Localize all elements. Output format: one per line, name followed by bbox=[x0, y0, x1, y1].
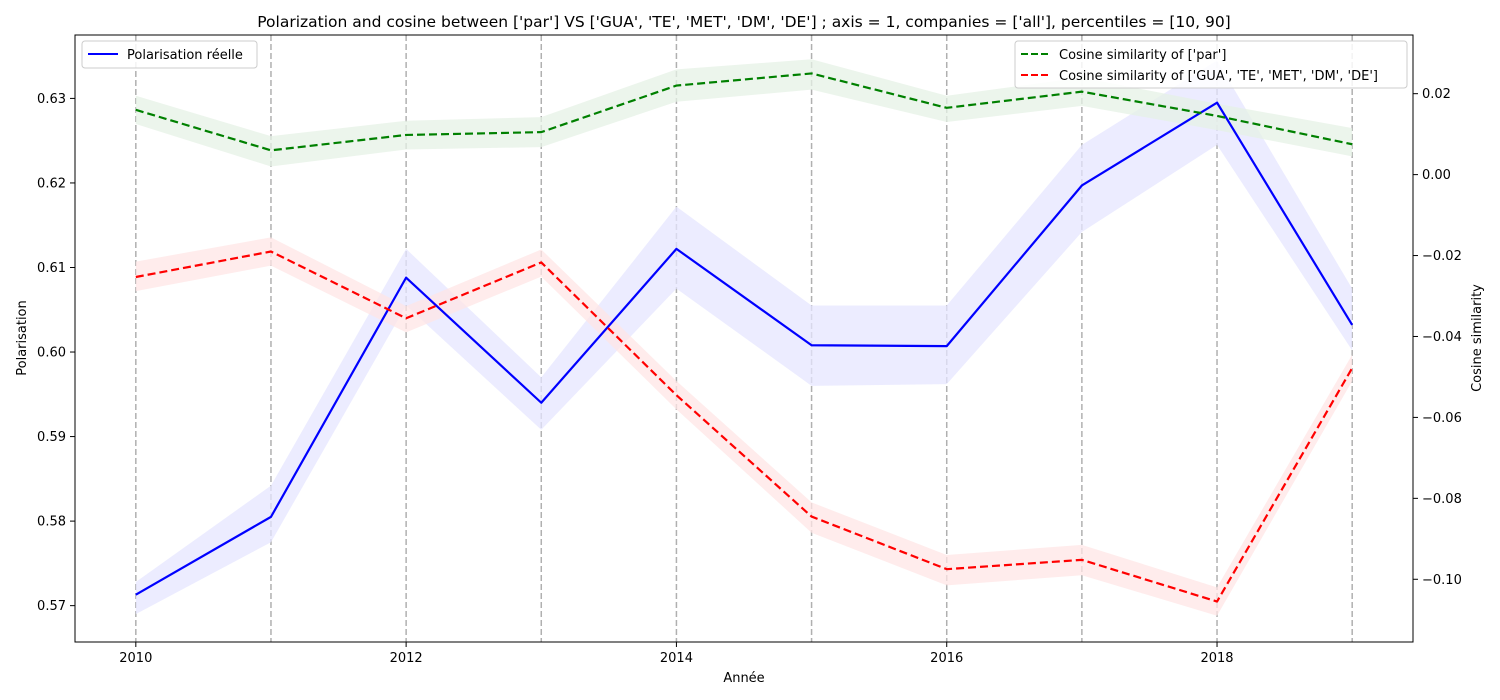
left-y-tick-label-6: 0.63 bbox=[37, 92, 66, 107]
legend-right-box bbox=[1014, 40, 1408, 89]
right-y-tick-label-2: −0.06 bbox=[1422, 411, 1462, 426]
x-tick-label-2010: 2010 bbox=[119, 651, 152, 666]
left-y-tick-label-0: 0.57 bbox=[37, 599, 66, 614]
right-y-tick-label-1: −0.08 bbox=[1422, 492, 1462, 507]
legend-label-polarisation: Polarisation réelle bbox=[127, 48, 243, 63]
legend-left-box bbox=[81, 40, 258, 69]
x-axis-label: Année bbox=[723, 671, 764, 686]
right-y-tick-label-3: −0.04 bbox=[1422, 330, 1462, 345]
left-y-tick-label-1: 0.58 bbox=[37, 515, 66, 530]
series-lines bbox=[135, 72, 1354, 603]
x-tick-label-2014: 2014 bbox=[660, 651, 693, 666]
band-series-0 bbox=[135, 60, 1353, 615]
right-y-tick-label-4: −0.02 bbox=[1422, 249, 1462, 264]
left-y-tick-label-4: 0.61 bbox=[37, 261, 66, 276]
right-y-tick-label-5: 0.00 bbox=[1422, 168, 1451, 183]
left-y-tick-label-5: 0.62 bbox=[37, 176, 66, 191]
legend-label-cosine-group: Cosine similarity of ['GUA', 'TE', 'MET'… bbox=[1059, 69, 1378, 84]
x-axis-ticks: 2010 2012 2014 2016 2018 bbox=[119, 642, 1234, 666]
right-y-tick-label-0: −0.10 bbox=[1422, 573, 1462, 588]
left-y-axis-label: Polarisation bbox=[15, 300, 30, 376]
chart-title: Polarization and cosine between ['par'] … bbox=[257, 13, 1230, 31]
x-tick-label-2018: 2018 bbox=[1200, 651, 1233, 666]
legend-right: Cosine similarity of ['par'] Cosine simi… bbox=[1014, 40, 1408, 89]
line-series-0 bbox=[135, 101, 1354, 596]
left-y-tick-label-2: 0.59 bbox=[37, 430, 66, 445]
legend-label-cosine-par: Cosine similarity of ['par'] bbox=[1059, 48, 1226, 63]
legend-left: Polarisation réelle bbox=[81, 40, 258, 69]
line-series-1 bbox=[135, 72, 1353, 152]
right-y-tick-label-6: 0.02 bbox=[1422, 87, 1451, 102]
left-y-axis-ticks: 0.57 0.58 0.59 0.60 0.61 0.62 0.63 bbox=[37, 92, 75, 614]
x-tick-label-2016: 2016 bbox=[930, 651, 963, 666]
plot-frame bbox=[74, 34, 1414, 643]
right-y-axis-ticks: −0.10 −0.08 −0.06 −0.04 −0.02 0.00 0.02 bbox=[1413, 87, 1462, 588]
right-y-axis-label: Cosine similarity bbox=[1470, 284, 1485, 392]
left-y-tick-label-3: 0.60 bbox=[37, 346, 66, 361]
x-tick-label-2012: 2012 bbox=[390, 651, 423, 666]
line-series-2 bbox=[135, 250, 1354, 603]
